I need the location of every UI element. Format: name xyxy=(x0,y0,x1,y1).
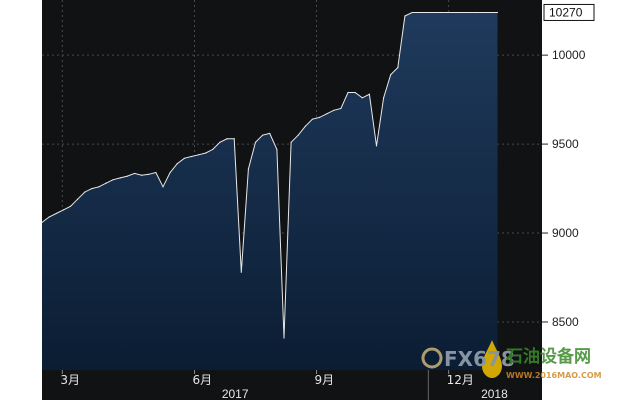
data-point xyxy=(311,118,314,120)
data-point xyxy=(439,11,442,14)
data-point xyxy=(354,91,356,94)
y-axis-ticks: 8500 9000 9500 10000 xyxy=(542,48,586,329)
data-point xyxy=(190,155,193,158)
watermark-brand: FX678 xyxy=(444,347,515,371)
watermark-logo: FX678 石油设备网 WWW.2016MAO.COM xyxy=(421,340,602,380)
data-point xyxy=(62,209,64,211)
area-fill xyxy=(42,12,498,370)
watermark-ring-icon xyxy=(421,347,443,369)
data-point xyxy=(133,172,136,175)
data-point xyxy=(233,138,235,140)
data-point xyxy=(48,216,50,218)
data-point xyxy=(390,74,392,76)
data-point xyxy=(183,157,185,159)
data-point xyxy=(98,186,100,188)
data-point xyxy=(126,175,128,177)
data-point xyxy=(162,186,164,188)
data-point xyxy=(482,11,484,14)
data-point xyxy=(397,66,399,69)
data-point xyxy=(148,173,150,175)
data-point xyxy=(447,11,449,14)
data-point xyxy=(489,11,491,14)
data-point xyxy=(304,125,306,127)
x-year-label: 2017 xyxy=(222,387,249,400)
data-point xyxy=(454,11,456,14)
last-value-marker: 10270 xyxy=(543,3,595,21)
data-point xyxy=(326,113,328,115)
data-point xyxy=(425,11,427,14)
y-axis-band xyxy=(542,0,640,400)
data-point xyxy=(432,11,435,14)
data-point xyxy=(155,171,157,174)
x-tick-label: 9月 xyxy=(315,373,335,387)
data-point xyxy=(169,171,171,174)
data-point xyxy=(262,134,264,136)
y-tick-label: 9000 xyxy=(552,226,579,240)
data-point xyxy=(383,97,385,99)
data-point xyxy=(276,148,278,151)
data-point xyxy=(461,11,463,14)
data-point xyxy=(55,212,57,215)
data-point xyxy=(411,11,413,14)
data-point xyxy=(119,177,121,179)
data-point xyxy=(41,221,43,223)
data-point xyxy=(247,168,249,170)
data-point xyxy=(112,179,114,181)
data-point xyxy=(290,141,292,143)
data-point xyxy=(254,141,257,143)
data-point xyxy=(375,145,378,147)
oil-drop-icon xyxy=(482,340,502,378)
data-point xyxy=(404,15,406,17)
data-point xyxy=(226,138,228,140)
data-point xyxy=(368,93,370,95)
watermark-url: WWW.2016MAO.COM xyxy=(506,371,602,380)
data-point xyxy=(176,163,178,165)
data-point xyxy=(361,97,363,99)
data-point xyxy=(418,11,420,14)
data-point xyxy=(91,187,93,190)
data-point xyxy=(197,154,200,156)
data-point xyxy=(141,174,143,176)
x-year-label: 2018 xyxy=(481,387,508,400)
data-point xyxy=(219,141,221,143)
x-tick-label: 3月 xyxy=(60,373,80,387)
x-tick-label: 12月 xyxy=(447,373,474,387)
x-axis-ticks: 3月 6月 9月 12月 2017 2018 xyxy=(60,370,508,400)
data-point xyxy=(468,11,470,14)
y-tick-label: 8500 xyxy=(552,315,579,329)
y-tick-label: 10000 xyxy=(552,48,586,62)
data-points xyxy=(41,11,499,339)
data-point xyxy=(340,107,342,110)
data-point xyxy=(240,271,242,273)
data-point xyxy=(475,11,477,14)
data-point xyxy=(347,91,349,94)
x-axis-band xyxy=(42,370,542,400)
last-value-label: 10270 xyxy=(549,5,583,19)
data-point xyxy=(318,116,321,119)
data-point xyxy=(76,198,79,200)
data-point xyxy=(84,191,86,193)
data-point xyxy=(283,337,285,339)
data-point xyxy=(212,148,214,151)
data-point xyxy=(269,132,271,135)
watermark-cn-text: 石油设备网 xyxy=(505,346,591,367)
data-point xyxy=(105,182,107,184)
y-tick-label: 9500 xyxy=(552,137,579,151)
last-value-box xyxy=(543,3,595,21)
x-tick-label: 6月 xyxy=(193,373,213,387)
data-point xyxy=(496,11,499,14)
data-point xyxy=(69,205,72,207)
data-point xyxy=(333,109,335,111)
data-point xyxy=(297,134,299,136)
data-point xyxy=(205,152,207,154)
